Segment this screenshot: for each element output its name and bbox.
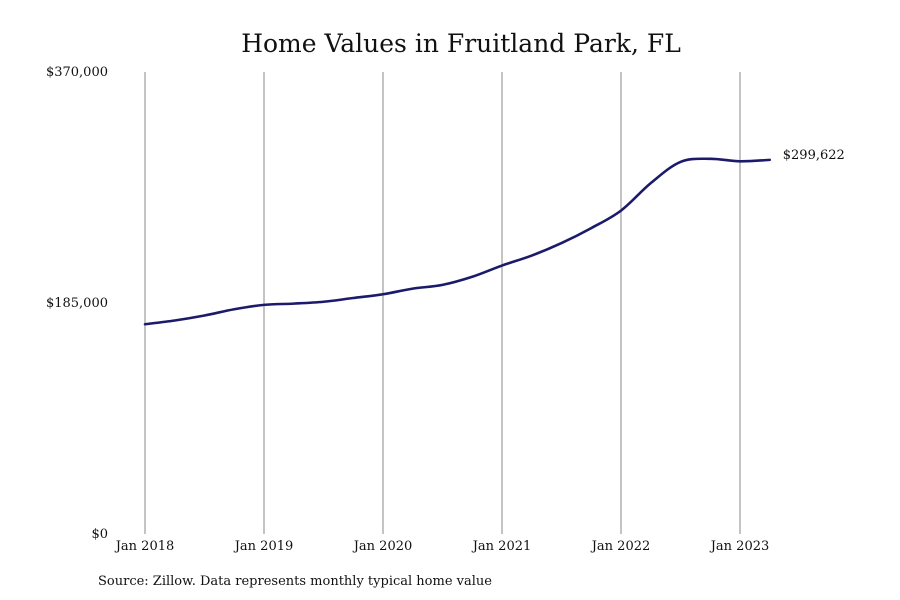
- x-tick-label: Jan 2020: [352, 539, 413, 554]
- end-value-label: $299,622: [783, 148, 845, 163]
- y-tick-label: $0: [91, 527, 108, 542]
- x-tick-label: Jan 2021: [471, 539, 532, 554]
- x-tick-label: Jan 2023: [709, 539, 770, 554]
- y-axis: $0 $185,000 $370,000: [46, 65, 108, 542]
- grid-layer: [144, 72, 741, 534]
- y-tick-label: $370,000: [46, 65, 108, 80]
- x-tick-label: Jan 2022: [590, 539, 651, 554]
- x-tick-label: Jan 2019: [233, 539, 294, 554]
- x-axis: Jan 2018 Jan 2019 Jan 2020 Jan 2021 Jan 2022…: [114, 539, 770, 554]
- series-layer: $299,622: [143, 148, 845, 326]
- y-tick-label: $185,000: [46, 296, 108, 311]
- series-line-0: [143, 157, 772, 326]
- x-tick-label: Jan 2018: [114, 539, 175, 554]
- chart-title: Home Values in Fruitland Park, FL: [241, 29, 681, 58]
- source-note: Source: Zillow. Data represents monthly …: [98, 574, 492, 589]
